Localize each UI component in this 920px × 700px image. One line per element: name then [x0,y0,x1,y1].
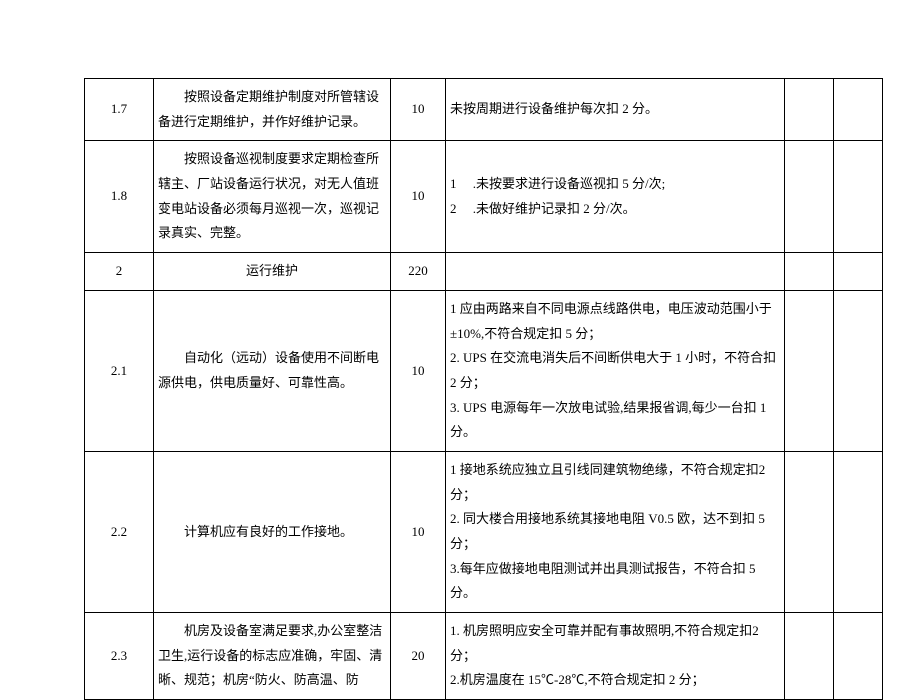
row-id: 2.2 [85,451,154,612]
row-criteria [446,253,785,291]
row-score: 10 [391,451,446,612]
table-row: 2.2计算机应有良好的工作接地。101 接地系统应独立且引线同建筑物绝缘，不符合… [85,451,883,612]
table-row: 1.8按照设备巡视制度要求定期检查所辖主、厂站设备运行状况，对无人值班变电站设备… [85,141,883,253]
row-blank-1 [785,613,834,700]
row-description: 自动化（远动）设备使用不间断电源供电，供电质量好、可靠性高。 [154,290,391,451]
table-row: 1.7按照设备定期维护制度对所管辖设备进行定期维护，并作好维护记录。10未按周期… [85,79,883,141]
row-id: 1.7 [85,79,154,141]
row-score: 10 [391,290,446,451]
row-description: 计算机应有良好的工作接地。 [154,451,391,612]
row-blank-2 [834,253,883,291]
table-row: 2.1自动化（远动）设备使用不间断电源供电，供电质量好、可靠性高。101 应由两… [85,290,883,451]
row-score: 20 [391,613,446,700]
row-score: 10 [391,79,446,141]
row-id: 2 [85,253,154,291]
row-description: 运行维护 [154,253,391,291]
row-blank-2 [834,290,883,451]
row-criteria: 1 .未按要求进行设备巡视扣 5 分/次;2 .未做好维护记录扣 2 分/次。 [446,141,785,253]
row-criteria: 未按周期进行设备维护每次扣 2 分。 [446,79,785,141]
row-blank-2 [834,451,883,612]
row-blank-2 [834,613,883,700]
row-blank-1 [785,451,834,612]
row-blank-2 [834,141,883,253]
row-criteria: 1 应由两路来自不同电源点线路供电，电压波动范围小于±10%,不符合规定扣 5 … [446,290,785,451]
row-score: 10 [391,141,446,253]
row-id: 2.3 [85,613,154,700]
table-body: 1.7按照设备定期维护制度对所管辖设备进行定期维护，并作好维护记录。10未按周期… [85,79,883,700]
row-criteria: 1. 机房照明应安全可靠并配有事故照明,不符合规定扣2 分；2.机房温度在 15… [446,613,785,700]
document-page: 1.7按照设备定期维护制度对所管辖设备进行定期维护，并作好维护记录。10未按周期… [0,0,920,651]
row-id: 1.8 [85,141,154,253]
row-description: 按照设备巡视制度要求定期检查所辖主、厂站设备运行状况，对无人值班变电站设备必须每… [154,141,391,253]
row-blank-1 [785,141,834,253]
row-criteria: 1 接地系统应独立且引线同建筑物绝缘，不符合规定扣2 分；2. 同大楼合用接地系… [446,451,785,612]
assessment-table: 1.7按照设备定期维护制度对所管辖设备进行定期维护，并作好维护记录。10未按周期… [84,78,883,700]
row-blank-1 [785,290,834,451]
row-blank-1 [785,79,834,141]
table-row: 2运行维护220 [85,253,883,291]
row-score: 220 [391,253,446,291]
table-row: 2.3机房及设备室满足要求,办公室整洁卫生,运行设备的标志应准确，牢固、清晰、规… [85,613,883,700]
row-description: 按照设备定期维护制度对所管辖设备进行定期维护，并作好维护记录。 [154,79,391,141]
row-blank-2 [834,79,883,141]
row-description: 机房及设备室满足要求,办公室整洁卫生,运行设备的标志应准确，牢固、清晰、规范；机… [154,613,391,700]
row-id: 2.1 [85,290,154,451]
row-blank-1 [785,253,834,291]
